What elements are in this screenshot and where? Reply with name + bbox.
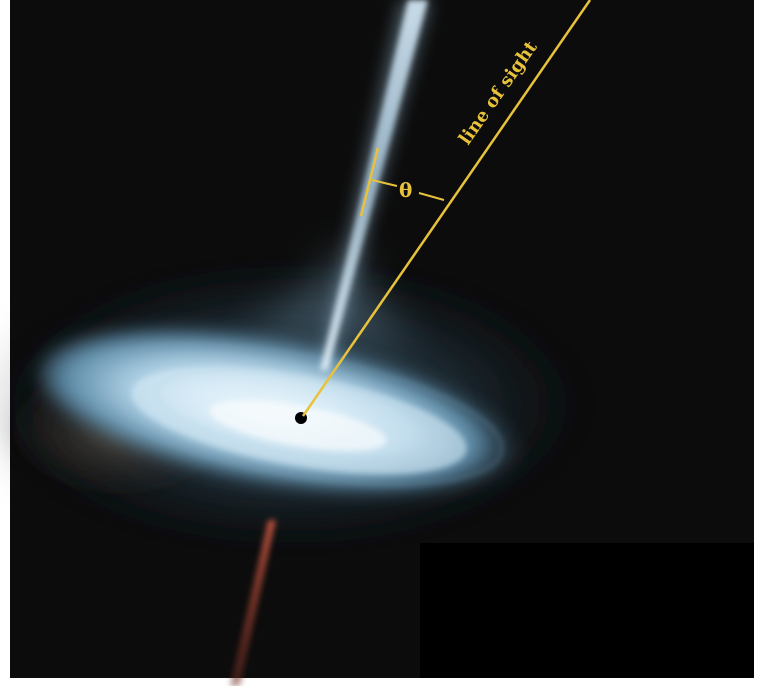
corner-blackout bbox=[420, 543, 754, 678]
line-of-sight bbox=[301, 0, 592, 417]
angle-theta-label: θ bbox=[399, 178, 412, 202]
jet-axis-tick bbox=[359, 147, 380, 217]
jet-base-haze bbox=[240, 250, 420, 340]
angle-bar-right bbox=[418, 192, 445, 201]
angle-bar-left bbox=[371, 179, 398, 187]
upper-jet bbox=[318, 0, 432, 370]
lower-jet bbox=[230, 520, 276, 686]
accretion-disk bbox=[38, 325, 552, 505]
